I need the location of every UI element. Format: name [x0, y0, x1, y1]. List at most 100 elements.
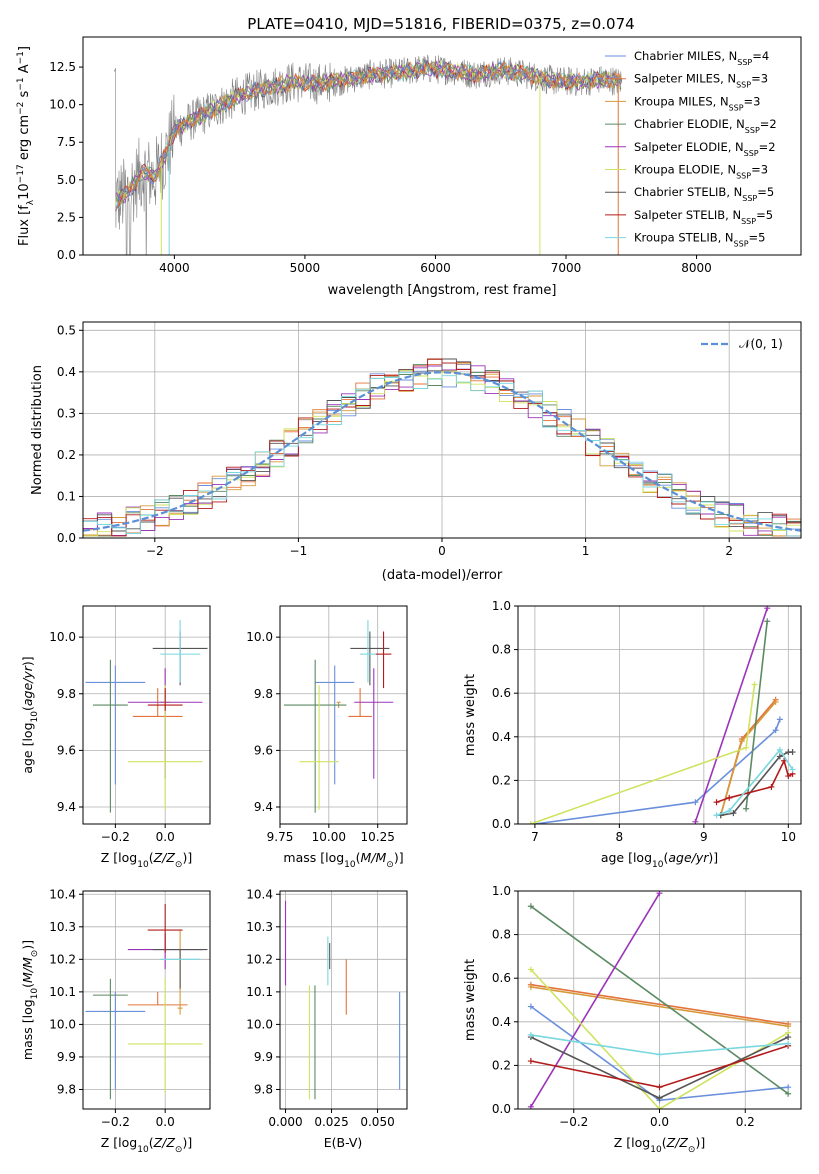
normal-curve — [83, 371, 801, 532]
x-tick-label: −0.2 — [559, 1115, 588, 1129]
y-tick-label: 9.8 — [57, 1082, 76, 1096]
axes-frame — [82, 36, 802, 256]
x-tick-label: 10 — [781, 830, 796, 844]
weight-marker-kroupa_miles — [738, 738, 745, 745]
plot-area — [85, 620, 208, 813]
x-tick-label: 8 — [616, 830, 624, 844]
axes-age-vs-mass-weight: 7 8 9 10 0.0 0.2 0.4 0.6 0.8 1.0 age [log10(age/yr… — [463, 599, 802, 870]
legend: Chabrier MILES, NSSP=4 Salpeter MILES, NS… — [605, 49, 777, 248]
x-tick-label: 1 — [582, 544, 590, 558]
y-tick-label: 0.8 — [492, 643, 511, 657]
weight-marker-salpeter_stelib — [527, 1058, 534, 1065]
weight-marker-kroupa_stelib — [776, 746, 783, 753]
y-tick-label: 0.4 — [492, 730, 511, 744]
x-tick-label: −1 — [290, 544, 308, 558]
weight-line-chabrier_elodie — [530, 905, 789, 1095]
y-tick-label: 12.5 — [49, 60, 76, 74]
y-tick-label: 0.0 — [492, 817, 511, 831]
x-tick-label: −0.2 — [101, 1115, 130, 1129]
weight-marker-chabrier_stelib — [656, 1095, 663, 1102]
weight-line-chabrier_stelib — [720, 751, 793, 817]
x-tick-label: 0.050 — [360, 1115, 394, 1129]
axes-Z-vs-mass: −0.2 0.0 9.8 9.9 10.0 10.1 10.2 10.3 10.4 Z [log1… — [20, 887, 211, 1155]
weight-line-salpeter_elodie — [530, 892, 661, 1108]
axes-Z-vs-mass-weight: −0.2 0.0 0.2 0.0 0.2 0.4 0.6 0.8 1.0 Z [log10(Z/Z… — [463, 884, 802, 1155]
y-axis-label: age [log10(age/yr)] — [20, 656, 40, 773]
x-tick-label: 6000 — [420, 261, 451, 275]
weight-marker-chabrier_miles — [692, 799, 699, 806]
weight-marker-chabrier_miles — [527, 1003, 534, 1010]
weight-marker-kroupa_elodie — [527, 966, 534, 973]
model-spectrum-salpeter_miles — [115, 62, 622, 209]
x-tick-label: 9 — [700, 830, 708, 844]
y-tick-label: 0.5 — [57, 323, 76, 337]
x-axis-label: Z [log10(Z/Z⊙)] — [101, 850, 192, 870]
axes-frame — [517, 605, 802, 825]
y-axis-label: mass weight — [463, 959, 478, 1041]
axes-frame — [82, 890, 211, 1110]
y-tick-label: 9.9 — [57, 1050, 76, 1064]
y-tick-label: 2.5 — [57, 210, 76, 224]
x-tick-label: 0.000 — [268, 1115, 302, 1129]
observed-spectrum-line — [114, 54, 623, 255]
weight-marker-kroupa_stelib — [789, 766, 796, 773]
weight-marker-salpeter_stelib — [768, 783, 775, 790]
y-tick-label: 10.0 — [49, 1017, 76, 1031]
axes-Z-vs-age: −0.2 0.0 9.4 9.6 9.8 10.0 Z [log10(Z/Z⊙)] age [… — [20, 605, 211, 870]
weight-marker-kroupa_elodie — [656, 1106, 663, 1109]
y-tick-label: 9.8 — [254, 687, 273, 701]
y-tick-label: 10.2 — [246, 952, 273, 966]
weight-marker-kroupa_stelib — [656, 1051, 663, 1058]
x-tick-label: 9.75 — [267, 830, 294, 844]
x-tick-label: 7000 — [551, 261, 582, 275]
weight-marker-kroupa_elodie — [743, 744, 750, 751]
weight-marker-chabrier_miles — [776, 716, 783, 723]
x-tick-label: −2 — [146, 544, 164, 558]
axes-residuals: −2 −1 0 1 2 0.0 0.1 0.2 0.3 0.4 0.5 𝒩(0, 1) (data-mo… — [30, 321, 802, 583]
y-tick-label: 0.8 — [492, 928, 511, 942]
plot-area — [527, 891, 792, 1109]
weight-marker-kroupa_miles — [527, 983, 534, 990]
axes-frame — [279, 890, 408, 1110]
y-tick-label: 9.9 — [254, 1050, 273, 1064]
weight-line-kroupa_stelib — [716, 748, 794, 817]
legend-entry: Chabrier ELODIE, NSSP=2 — [634, 117, 777, 135]
plot-area — [114, 54, 623, 255]
legend-entry: Kroupa MILES, NSSP=3 — [634, 94, 760, 112]
y-axis-label: mass [log10(M/M⊙)] — [20, 940, 40, 1060]
y-tick-label: 0.3 — [57, 406, 76, 420]
y-tick-label: 0.4 — [57, 365, 76, 379]
y-tick-label: 10.4 — [49, 887, 76, 901]
weight-marker-chabrier_elodie — [764, 618, 771, 625]
weight-marker-kroupa_elodie — [527, 821, 534, 824]
y-tick-label: 0.2 — [57, 448, 76, 462]
weight-marker-kroupa_stelib — [527, 1031, 534, 1038]
y-axis-label: mass weight — [463, 674, 478, 756]
y-tick-label: 10.0 — [246, 630, 273, 644]
x-axis-label: age [log10(age/yr)] — [601, 850, 718, 870]
axes-frame — [279, 605, 408, 825]
x-axis-label: mass [log10(M/M⊙)] — [283, 850, 403, 870]
y-tick-label: 7.5 — [57, 135, 76, 149]
legend-entry: Salpeter ELODIE, NSSP=2 — [634, 140, 776, 158]
y-tick-label: 0.0 — [492, 1102, 511, 1116]
y-tick-label: 9.8 — [254, 1082, 273, 1096]
x-tick-label: 10.00 — [312, 830, 346, 844]
axes-spectrum: 4000 5000 6000 7000 8000 0.0 2.5 5.0 7.5 10.0 12.5… — [16, 36, 802, 298]
weight-marker-chabrier_miles — [785, 1084, 792, 1091]
weight-marker-salpeter_stelib — [713, 799, 720, 806]
weight-marker-kroupa_miles — [772, 698, 779, 705]
x-axis-label: Z [log10(Z/Z⊙)] — [614, 1135, 705, 1155]
x-tick-label: 8000 — [681, 261, 712, 275]
x-tick-label: 5000 — [290, 261, 321, 275]
y-tick-label: 10.4 — [246, 887, 273, 901]
histogram-kroupa_stelib — [83, 372, 801, 538]
weight-line-chabrier_elodie — [745, 621, 768, 809]
y-tick-label: 0.6 — [492, 971, 511, 985]
model-spectrum-chabrier_miles — [115, 59, 622, 210]
x-tick-label: 10.25 — [361, 830, 395, 844]
weight-marker-chabrier_miles — [772, 727, 779, 734]
y-tick-label: 0.0 — [57, 531, 76, 545]
legend-entry: Kroupa ELODIE, NSSP=3 — [634, 163, 768, 181]
